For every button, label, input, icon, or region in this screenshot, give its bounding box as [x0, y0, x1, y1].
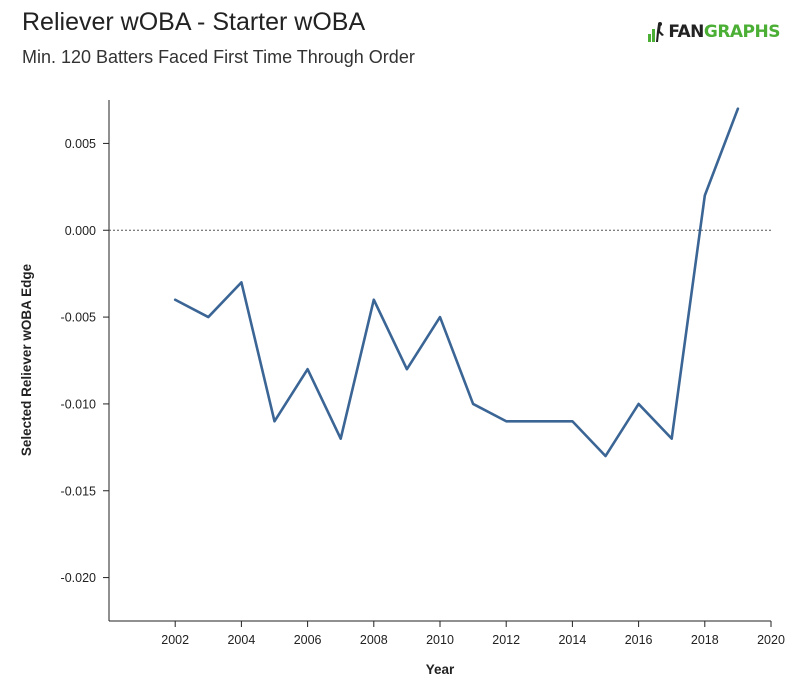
x-tick-label: 2010	[426, 633, 454, 647]
x-tick-label: 2004	[227, 633, 255, 647]
x-tick-label: 2020	[757, 633, 785, 647]
y-axis-title: Selected Reliever wOBA Edge	[19, 263, 34, 456]
chart-title: Reliever wOBA - Starter wOBA	[22, 8, 366, 36]
chart-subtitle: Min. 120 Batters Faced First Time Throug…	[22, 47, 415, 67]
x-tick-label: 2008	[360, 633, 388, 647]
x-axis-title: Year	[426, 662, 455, 677]
x-tick-label: 2018	[691, 633, 719, 647]
x-tick-label: 2016	[625, 633, 653, 647]
logo-text-fan: FAN	[668, 22, 704, 42]
logo-text-graphs: GRAPHS	[703, 22, 781, 42]
fangraphs-logo-icon	[648, 22, 665, 42]
x-axis-ticks: 2002 2004 2006 2008 2010 2012 2014 2016 2018 2020	[161, 621, 785, 647]
y-tick-label: -0.020	[61, 571, 96, 585]
fangraphs-logo[interactable]: FAN GRAPHS	[648, 22, 781, 42]
y-axis-ticks: 0.005 0.000 -0.005 -0.010 -0.015 -0.020	[61, 137, 109, 585]
x-tick-label: 2006	[294, 633, 322, 647]
y-tick-label: -0.010	[61, 397, 96, 411]
y-tick-label: -0.005	[61, 311, 96, 325]
x-tick-label: 2002	[161, 633, 189, 647]
y-tick-label: 0.000	[65, 224, 96, 238]
series-line	[173, 107, 740, 458]
x-tick-label: 2014	[558, 633, 586, 647]
y-tick-label: 0.005	[65, 137, 96, 151]
y-tick-label: -0.015	[61, 484, 96, 498]
x-tick-label: 2012	[492, 633, 520, 647]
